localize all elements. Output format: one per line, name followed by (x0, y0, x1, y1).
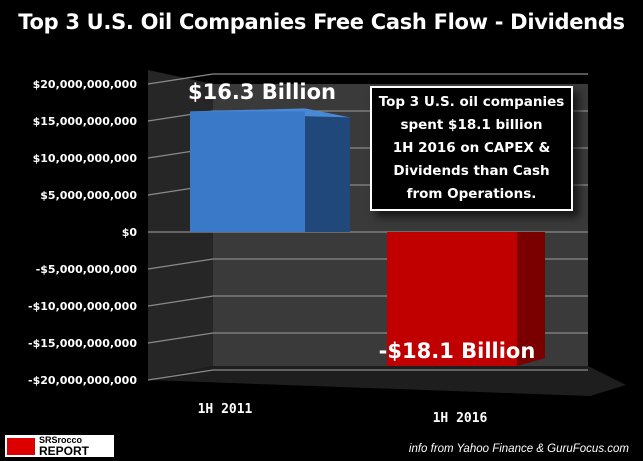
bar-side (305, 111, 350, 232)
bar-side (517, 232, 545, 366)
annotation-line: Top 3 U.S. oil companies (378, 94, 565, 110)
y-tick-label: -$10,000,000,000 (28, 300, 137, 313)
x-tick-label: 1H 2011 (198, 402, 253, 417)
y-tick-label: $15,000,000,000 (33, 115, 138, 128)
annotation-line: spent $18.1 billion (400, 117, 543, 133)
gridline (147, 73, 588, 85)
usa-flag-icon (7, 438, 35, 455)
annotation-box: Top 3 U.S. oil companies spent $18.1 bill… (370, 86, 573, 211)
data-label: -$18.1 Billion (379, 339, 536, 363)
source-note: info from Yahoo Finance & GuruFocus.com (408, 443, 629, 455)
logo-line1: SRSrocco (39, 435, 83, 445)
y-tick-label: -$20,000,000,000 (28, 374, 137, 387)
y-tick-label: $0 (122, 226, 138, 239)
x-tick-label: 1H 2016 (433, 411, 488, 426)
gridline (147, 369, 588, 381)
y-tick-label: -$15,000,000,000 (28, 337, 137, 350)
bar (190, 111, 305, 232)
logo-line2: REPORT (39, 444, 90, 458)
chart-title: Top 3 U.S. Oil Companies Free Cash Flow … (18, 10, 625, 34)
annotation-line: from Operations. (406, 186, 537, 202)
floor (148, 366, 626, 396)
srsrocco-logo: SRSrocco REPORT (5, 435, 114, 458)
annotation-line: Dividends than Cash (393, 163, 550, 179)
y-tick-label: -$5,000,000,000 (36, 263, 138, 276)
annotation-line: 1H 2016 on CAPEX & (392, 140, 551, 156)
y-tick-label: $5,000,000,000 (40, 189, 137, 202)
bar (387, 232, 517, 366)
data-label: $16.3 Billion (188, 80, 336, 104)
y-tick-label: $10,000,000,000 (33, 152, 138, 165)
y-tick-label: $20,000,000,000 (33, 78, 138, 91)
